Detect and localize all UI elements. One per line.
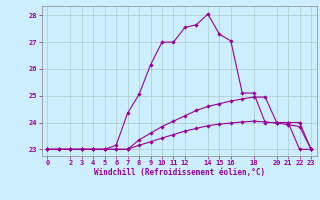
X-axis label: Windchill (Refroidissement éolien,°C): Windchill (Refroidissement éolien,°C) bbox=[94, 168, 265, 177]
